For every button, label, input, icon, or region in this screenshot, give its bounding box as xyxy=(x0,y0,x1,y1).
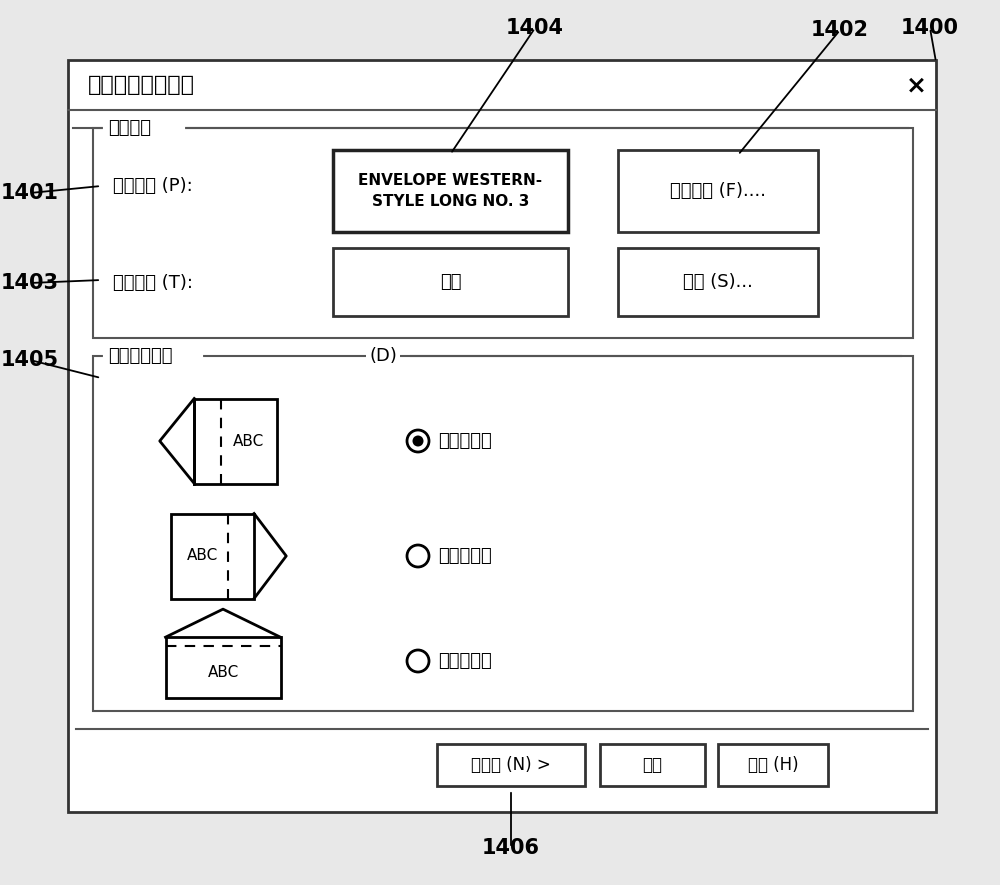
Text: 封盖在左侧: 封盖在左侧 xyxy=(438,432,492,450)
Text: ENVELOPE WESTERN-
STYLE LONG NO. 3: ENVELOPE WESTERN- STYLE LONG NO. 3 xyxy=(358,173,543,209)
Bar xyxy=(718,744,828,786)
Circle shape xyxy=(413,435,424,447)
Text: 片材尺寸 (P):: 片材尺寸 (P): xyxy=(113,177,193,195)
Text: ×: × xyxy=(906,73,926,97)
Text: 下一步 (N) >: 下一步 (N) > xyxy=(471,756,551,774)
Text: 封盖在右侧: 封盖在右侧 xyxy=(438,547,492,565)
Text: 1405: 1405 xyxy=(1,350,59,370)
Text: 片材设置: 片材设置 xyxy=(108,119,151,137)
Bar xyxy=(437,744,585,786)
Text: 封盖在上部: 封盖在上部 xyxy=(438,652,492,670)
Bar xyxy=(171,513,254,598)
Text: 1406: 1406 xyxy=(482,838,540,858)
Text: 1403: 1403 xyxy=(1,273,59,293)
Text: 设置 (S)...: 设置 (S)... xyxy=(683,273,753,291)
Text: 1402: 1402 xyxy=(811,20,869,40)
Text: 1400: 1400 xyxy=(901,18,959,38)
Bar xyxy=(93,128,913,338)
Bar xyxy=(618,248,818,316)
Text: ABC: ABC xyxy=(187,549,218,564)
Bar xyxy=(166,637,280,698)
Text: 片材类型 (T):: 片材类型 (T): xyxy=(113,274,193,292)
Bar xyxy=(618,150,818,232)
Text: 1401: 1401 xyxy=(1,183,59,203)
Text: ABC: ABC xyxy=(207,666,239,681)
Text: 帮助 (H): 帮助 (H) xyxy=(748,756,798,774)
Text: 信封打印详细信息: 信封打印详细信息 xyxy=(88,75,195,95)
Text: (D): (D) xyxy=(369,347,397,365)
Bar xyxy=(194,398,277,483)
Bar xyxy=(68,60,936,812)
Text: 打印数据方向: 打印数据方向 xyxy=(108,347,173,365)
Text: ABC: ABC xyxy=(233,434,265,449)
Circle shape xyxy=(407,430,429,452)
Bar xyxy=(333,248,568,316)
Text: 自动: 自动 xyxy=(440,273,461,291)
Bar xyxy=(93,356,913,711)
Text: 1404: 1404 xyxy=(506,18,564,38)
Circle shape xyxy=(407,650,429,672)
Bar xyxy=(600,744,705,786)
Text: 封盖设置 (F)....: 封盖设置 (F).... xyxy=(670,182,766,200)
Text: 取消: 取消 xyxy=(642,756,662,774)
Bar xyxy=(333,150,568,232)
Circle shape xyxy=(407,545,429,567)
